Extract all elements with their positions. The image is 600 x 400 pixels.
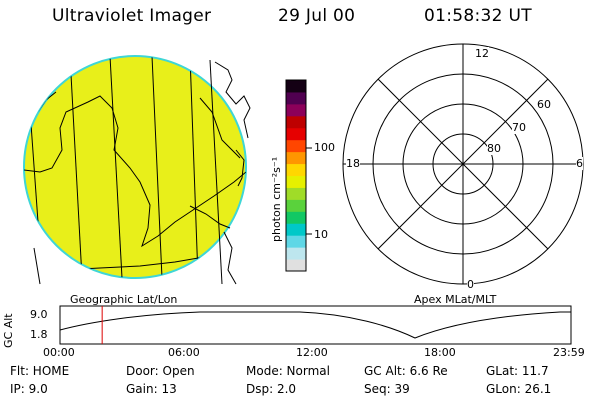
- colorbar-tick-100: 100: [314, 141, 335, 154]
- altitude-curve: [59, 311, 571, 339]
- status-door: Door: Open: [126, 364, 195, 378]
- colorbar-cell: [286, 187, 306, 200]
- colorbar-cell: [286, 115, 306, 129]
- colorbar-cell: [286, 211, 306, 224]
- status-dsp: Dsp: 2.0: [246, 382, 297, 396]
- timeline-xtick: 23:59: [553, 346, 585, 359]
- colorbar-cell: [286, 247, 306, 260]
- timeline-ylabel: GC Alt: [2, 313, 15, 348]
- coastline-outside: [214, 61, 251, 139]
- longitude-line-outside: [209, 59, 223, 285]
- coastline: [24, 95, 246, 248]
- colorbar-cell: [286, 163, 306, 176]
- status-gc-alt: GC Alt: 6.6 Re: [364, 364, 448, 378]
- time-label: 01:58:32 UT: [424, 6, 532, 26]
- colorbar-cell: [286, 139, 306, 153]
- timeline-xtick: 12:00: [296, 346, 328, 359]
- longitude-line: [109, 56, 123, 278]
- status-glat: GLat: 11.7: [486, 364, 549, 378]
- date-label: 29 Jul 00: [278, 6, 356, 26]
- status-ip: IP: 9.0: [10, 382, 48, 396]
- app-title: Ultraviolet Imager: [52, 6, 212, 26]
- colorbar-cell: [286, 223, 306, 236]
- status-seq: Seq: 39: [364, 382, 410, 396]
- longitude-line: [151, 56, 163, 278]
- status-glon: GLon: 26.1: [486, 382, 552, 396]
- longitude-line: [189, 56, 199, 278]
- colorbar-cell: [286, 103, 306, 117]
- status-gain: Gain: 13: [126, 382, 177, 396]
- geographic-label: Geographic Lat/Lon: [70, 293, 178, 306]
- timeline-xtick: 00:00: [43, 346, 75, 359]
- polar-diagonal: [377, 78, 549, 250]
- coastline: [199, 97, 241, 159]
- polar-label-18: 18: [346, 157, 360, 170]
- timeline-ytick-top: 9.0: [30, 308, 48, 321]
- polar-ring-label-60: 60: [537, 98, 551, 111]
- polar-ring-label-80: 80: [487, 142, 501, 155]
- coastline-outside: [189, 205, 231, 229]
- colorbar-cell: [286, 127, 306, 141]
- timeline-ytick-bottom: 1.8: [30, 328, 48, 341]
- colorbar-cell: [286, 259, 306, 272]
- colorbar-cell: [286, 199, 306, 212]
- colorbar-cell: [286, 175, 306, 188]
- polar-label-0: 0: [467, 278, 474, 291]
- longitude-line: [69, 56, 83, 278]
- colorbar-cell: [286, 91, 306, 105]
- apex-label: Apex MLat/MLT: [414, 293, 497, 306]
- timeline-xtick: 18:00: [424, 346, 456, 359]
- coastline-outside: [235, 149, 245, 187]
- colorbar-cell: [286, 80, 306, 93]
- polar-ring-label-70: 70: [512, 121, 526, 134]
- polar-label-12: 12: [475, 47, 489, 60]
- colorbar-cell: [286, 151, 306, 165]
- longitude-line-outside: [33, 247, 41, 285]
- colorbar-tick-10: 10: [314, 228, 328, 241]
- timeline-xtick: 06:00: [168, 346, 200, 359]
- polar-label-6: 6: [576, 157, 583, 170]
- colorbar-cell: [286, 235, 306, 248]
- status-mode: Mode: Normal: [246, 364, 330, 378]
- coastline-outside: [223, 231, 237, 285]
- status-flt: Flt: HOME: [10, 364, 70, 378]
